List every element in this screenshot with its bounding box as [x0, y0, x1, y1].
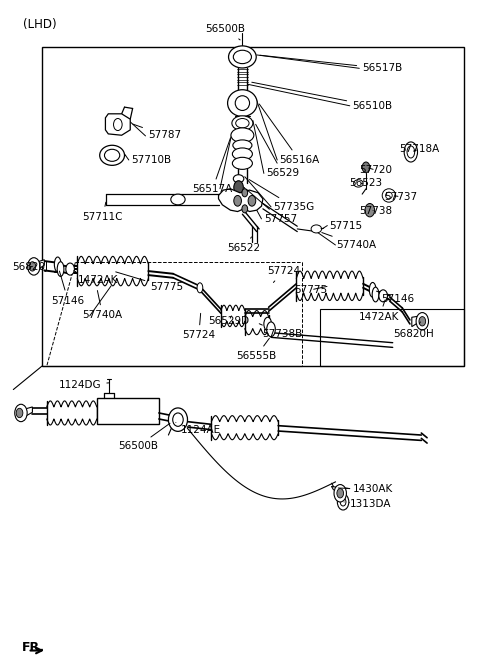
Ellipse shape [337, 494, 349, 510]
Ellipse shape [235, 95, 250, 110]
Circle shape [334, 485, 347, 502]
Text: 57737: 57737 [384, 192, 417, 202]
Ellipse shape [232, 148, 252, 160]
Text: 57740A: 57740A [322, 233, 376, 250]
Text: 57740A: 57740A [83, 290, 123, 321]
Ellipse shape [372, 287, 379, 302]
Circle shape [28, 257, 40, 275]
Circle shape [416, 312, 429, 330]
Text: 56820J: 56820J [12, 262, 48, 272]
Text: 57711C: 57711C [83, 202, 123, 222]
Ellipse shape [231, 128, 254, 142]
Polygon shape [106, 114, 130, 135]
Text: 57735G: 57735G [249, 179, 315, 212]
Ellipse shape [105, 149, 120, 161]
Text: 1124AE: 1124AE [176, 423, 221, 435]
Ellipse shape [354, 179, 363, 187]
Ellipse shape [264, 317, 272, 331]
Text: 1472AK: 1472AK [360, 300, 400, 322]
Polygon shape [218, 189, 263, 212]
Text: 56555B: 56555B [236, 338, 276, 361]
Text: 57738B: 57738B [259, 324, 303, 339]
Ellipse shape [228, 46, 256, 68]
Text: 57724: 57724 [182, 313, 216, 340]
Ellipse shape [369, 282, 376, 297]
Ellipse shape [233, 175, 244, 183]
Circle shape [419, 317, 426, 326]
Ellipse shape [236, 118, 249, 128]
Bar [97, 398, 159, 424]
Text: 56523: 56523 [349, 179, 382, 188]
Text: FR.: FR. [22, 640, 45, 654]
Ellipse shape [382, 189, 396, 202]
Ellipse shape [232, 116, 253, 130]
Text: 56510B: 56510B [252, 82, 392, 111]
Ellipse shape [171, 194, 185, 205]
Text: 56529: 56529 [256, 124, 300, 178]
Circle shape [365, 204, 374, 217]
Text: 1430AK: 1430AK [338, 485, 393, 494]
Bar [42, 47, 464, 366]
Text: 57775: 57775 [116, 272, 183, 292]
Ellipse shape [54, 257, 61, 271]
Text: 1313DA: 1313DA [344, 499, 391, 509]
Text: 56500B: 56500B [206, 24, 246, 40]
Circle shape [242, 205, 248, 213]
Ellipse shape [233, 140, 252, 151]
Ellipse shape [168, 408, 188, 431]
Ellipse shape [57, 261, 64, 276]
Circle shape [15, 405, 27, 421]
Text: 57715: 57715 [321, 220, 362, 230]
Ellipse shape [340, 498, 346, 506]
Ellipse shape [228, 90, 257, 116]
Circle shape [234, 181, 243, 194]
Text: 56500B: 56500B [118, 423, 170, 452]
Text: 57146: 57146 [376, 291, 414, 304]
Text: 57757: 57757 [246, 190, 297, 224]
Text: 57720: 57720 [360, 165, 392, 175]
Text: (LHD): (LHD) [23, 18, 57, 32]
Ellipse shape [385, 192, 392, 199]
Text: 57738: 57738 [360, 206, 393, 216]
Ellipse shape [100, 145, 124, 165]
Polygon shape [36, 259, 44, 271]
Text: 57787: 57787 [133, 124, 181, 140]
Text: 56522: 56522 [228, 237, 261, 253]
Text: 56517B: 56517B [260, 55, 402, 73]
Ellipse shape [233, 50, 252, 64]
Text: 1472AK: 1472AK [73, 271, 118, 286]
Ellipse shape [404, 142, 418, 162]
Circle shape [29, 261, 36, 271]
Ellipse shape [267, 322, 276, 337]
Polygon shape [23, 407, 33, 417]
Circle shape [337, 489, 344, 498]
Text: 1124DG: 1124DG [59, 380, 109, 390]
Text: 56529D: 56529D [208, 316, 250, 326]
Circle shape [16, 409, 23, 417]
Polygon shape [412, 316, 420, 327]
Circle shape [234, 196, 241, 206]
Ellipse shape [197, 283, 203, 293]
Text: 56517A: 56517A [192, 138, 232, 194]
Circle shape [362, 162, 370, 173]
Ellipse shape [407, 146, 415, 158]
Text: 57724: 57724 [267, 266, 300, 282]
Circle shape [242, 189, 248, 197]
Text: 57710B: 57710B [124, 155, 171, 165]
Circle shape [248, 196, 256, 206]
Text: 57146: 57146 [51, 271, 84, 306]
Text: 57775: 57775 [294, 285, 327, 295]
Text: 56516A: 56516A [259, 104, 319, 165]
Ellipse shape [173, 413, 183, 426]
Ellipse shape [311, 225, 322, 233]
Circle shape [114, 118, 122, 130]
Ellipse shape [232, 157, 252, 169]
Text: 57718A: 57718A [399, 144, 439, 155]
Ellipse shape [66, 263, 74, 275]
Bar [320, 309, 464, 366]
Text: 56820H: 56820H [393, 322, 433, 339]
Ellipse shape [379, 290, 387, 302]
